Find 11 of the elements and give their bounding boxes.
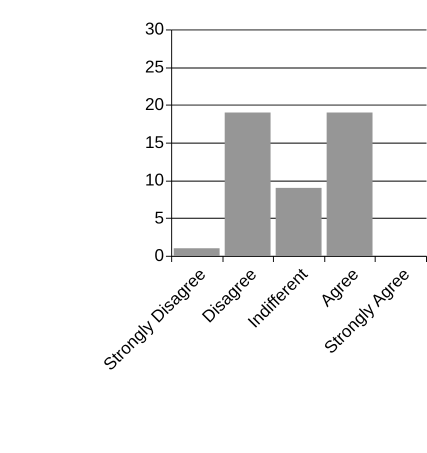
y-tick-label: 5	[154, 208, 164, 228]
y-tick-label: 25	[145, 57, 164, 76]
y-tick-label: 10	[145, 170, 164, 190]
y-tick-label: 20	[145, 95, 164, 114]
y-tick-label: 0	[154, 246, 164, 266]
y-tick-label: 15	[145, 132, 164, 152]
bar	[276, 188, 322, 256]
bar	[326, 112, 373, 256]
bar	[174, 248, 220, 256]
bar	[224, 112, 271, 256]
y-tick-label: 30	[145, 20, 164, 39]
